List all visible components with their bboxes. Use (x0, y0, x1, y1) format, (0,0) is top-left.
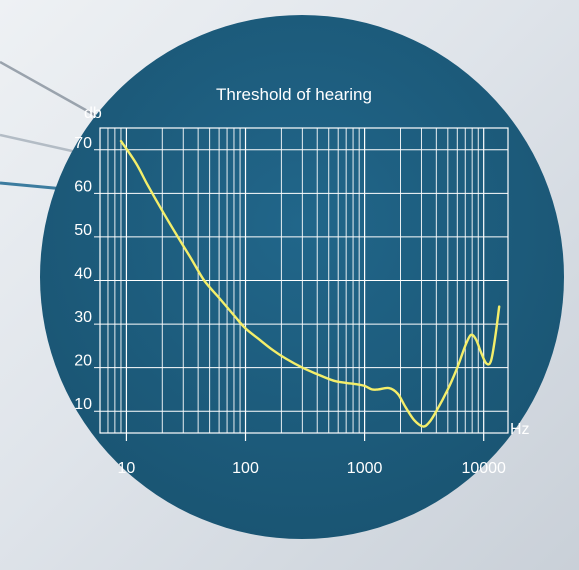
y-tick-labels: 10 20 30 40 50 60 70 (74, 135, 92, 413)
chart-title: Threshold of hearing (216, 85, 372, 104)
x-tick-label: 100 (232, 460, 259, 477)
y-tick-label: 20 (74, 353, 92, 370)
y-tick-label: 60 (74, 178, 92, 195)
chart-plot: 10 20 30 40 50 60 70 10 100 1000 10000 Threshold … (74, 85, 529, 477)
threshold-curve (119, 139, 501, 428)
callout-line-1 (0, 60, 101, 120)
y-tick-label: 10 (74, 396, 92, 413)
x-tick-label: 1000 (347, 460, 383, 477)
x-tick-labels: 10 100 1000 10000 (118, 460, 507, 477)
y-tick-label: 50 (74, 222, 92, 239)
x-axis-label: Hz (510, 421, 530, 438)
grid (94, 127, 509, 441)
y-tick-label: 70 (74, 135, 92, 152)
y-tick-label: 40 (74, 266, 92, 283)
x-tick-label: 10 (118, 460, 136, 477)
y-axis-label: db (84, 105, 102, 122)
y-tick-label: 30 (74, 309, 92, 326)
x-tick-label: 10000 (461, 460, 506, 477)
